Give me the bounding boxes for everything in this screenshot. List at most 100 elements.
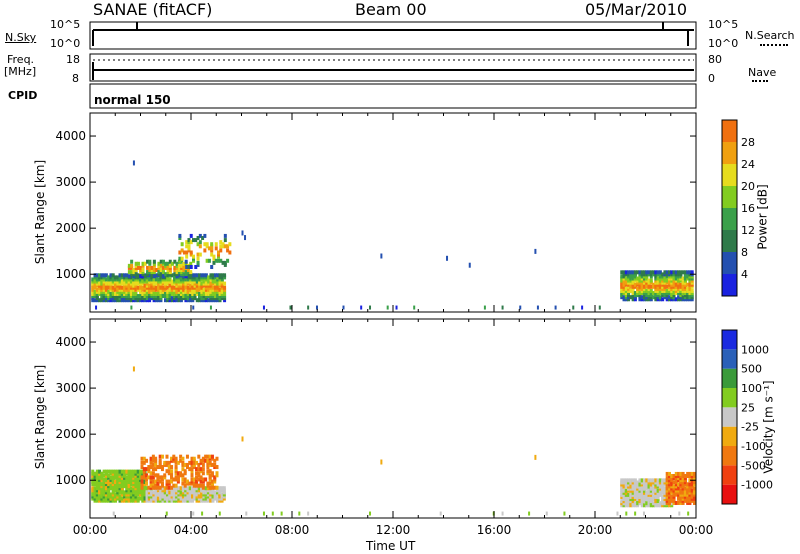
data-cell: [667, 272, 671, 277]
data-cell: [91, 283, 95, 288]
data-cell: [129, 473, 133, 478]
data-cell: [111, 492, 115, 497]
data-cell: [638, 482, 642, 487]
data-cell: [189, 233, 193, 238]
data-cell: [672, 270, 676, 275]
data-cell: [138, 289, 142, 294]
data-cell: [663, 274, 667, 279]
data-cell: [690, 276, 694, 281]
data-cell: [681, 498, 685, 503]
data-cell: [189, 265, 193, 270]
data-cell: [652, 478, 656, 483]
data-cell: [186, 490, 190, 495]
data-cell: [216, 296, 220, 301]
data-cell: [642, 511, 645, 516]
data-cell: [661, 286, 665, 291]
data-cell: [652, 270, 656, 275]
data-cell: [633, 478, 637, 483]
data-cell: [631, 295, 635, 300]
data-cell: [631, 497, 635, 502]
data-cell: [95, 469, 99, 474]
data-cell: [123, 479, 127, 484]
data-cell: [166, 285, 170, 290]
data-cell: [180, 263, 184, 268]
data-cell: [663, 488, 667, 493]
data-cell: [136, 479, 140, 484]
data-cell: [186, 488, 190, 493]
data-cell: [670, 474, 674, 479]
data-cell: [636, 291, 640, 296]
data-cell: [624, 288, 628, 293]
data-cell: [111, 289, 115, 294]
data-cell: [143, 490, 147, 495]
data-cell: [663, 291, 667, 296]
data-cell: [123, 273, 127, 278]
data-cell: [649, 295, 653, 300]
data-cell: [638, 494, 642, 499]
data-cell: [677, 280, 681, 285]
data-cell: [159, 268, 163, 273]
data-cell: [636, 490, 640, 495]
data-cell: [102, 294, 106, 299]
data-cell: [139, 265, 143, 270]
data-cell: [663, 288, 667, 293]
data-cell: [102, 477, 106, 482]
data-cell: [177, 263, 181, 268]
data-cell: [663, 276, 667, 281]
data-cell: [220, 496, 224, 501]
data-cell: [143, 287, 147, 292]
data-cell: [136, 285, 140, 290]
data-cell: [127, 281, 131, 286]
data-cell: [102, 473, 106, 478]
data-cell: [140, 456, 144, 461]
data-cell: [138, 285, 142, 290]
data-cell: [154, 279, 158, 284]
data-cell: [220, 285, 224, 290]
data-cell: [656, 282, 660, 287]
data-cell: [145, 494, 149, 499]
data-cell: [640, 486, 644, 491]
data-cell: [686, 492, 690, 497]
data-cell: [679, 291, 683, 296]
data-cell: [186, 496, 190, 501]
data-cell: [687, 511, 690, 516]
data-cell: [118, 273, 122, 278]
data-cell: [188, 298, 192, 303]
data-cell: [104, 477, 108, 482]
data-cell: [154, 496, 158, 501]
data-cell: [645, 482, 649, 487]
data-cell: [213, 294, 217, 299]
data-cell: [132, 285, 136, 290]
data-cell: [116, 275, 120, 280]
data-cell: [633, 297, 637, 302]
data-cell: [165, 511, 168, 516]
data-cell: [677, 471, 681, 476]
data-cell: [136, 473, 140, 478]
data-cell: [638, 492, 642, 497]
data-cell: [683, 295, 687, 300]
data-cell: [192, 460, 196, 465]
data-cell: [166, 277, 170, 282]
data-cell: [677, 272, 681, 277]
data-cell: [120, 469, 124, 474]
data-cell: [670, 276, 674, 281]
data-cell: [201, 485, 205, 490]
data-cell: [183, 477, 187, 482]
data-cell: [152, 298, 156, 303]
data-cell: [157, 265, 161, 270]
data-cell: [686, 282, 690, 287]
data-cell: [193, 291, 197, 296]
data-cell: [681, 492, 685, 497]
data-cell: [127, 291, 131, 296]
data-cell: [191, 277, 195, 282]
data-cell: [218, 287, 222, 292]
data-cell: [307, 305, 310, 310]
data-cell: [187, 246, 191, 251]
data-cell: [298, 511, 301, 516]
data-cell: [123, 498, 127, 503]
data-cell: [187, 238, 191, 243]
data-cell: [123, 279, 127, 284]
data-cell: [120, 496, 124, 501]
data-cell: [193, 285, 197, 290]
data-cell: [159, 281, 163, 286]
